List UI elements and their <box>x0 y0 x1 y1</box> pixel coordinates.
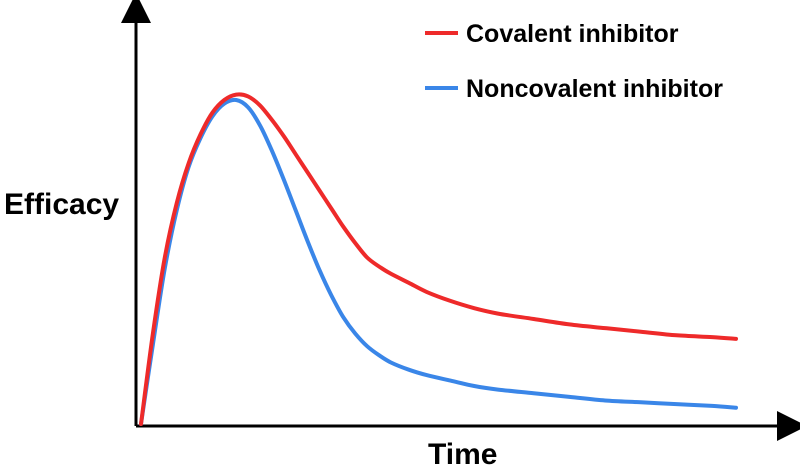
series-line-noncovalent <box>139 97 738 426</box>
legend-label-noncovalent: Noncovalent inhibitor <box>466 75 723 103</box>
legend: Covalent inhibitor Noncovalent inhibitor <box>425 20 723 103</box>
y-axis-title: Efficacy <box>4 188 119 221</box>
series-line-covalent <box>139 92 738 426</box>
x-axis-title: Time <box>428 438 497 471</box>
legend-label-covalent: Covalent inhibitor <box>466 20 679 48</box>
series-layer <box>139 92 738 426</box>
